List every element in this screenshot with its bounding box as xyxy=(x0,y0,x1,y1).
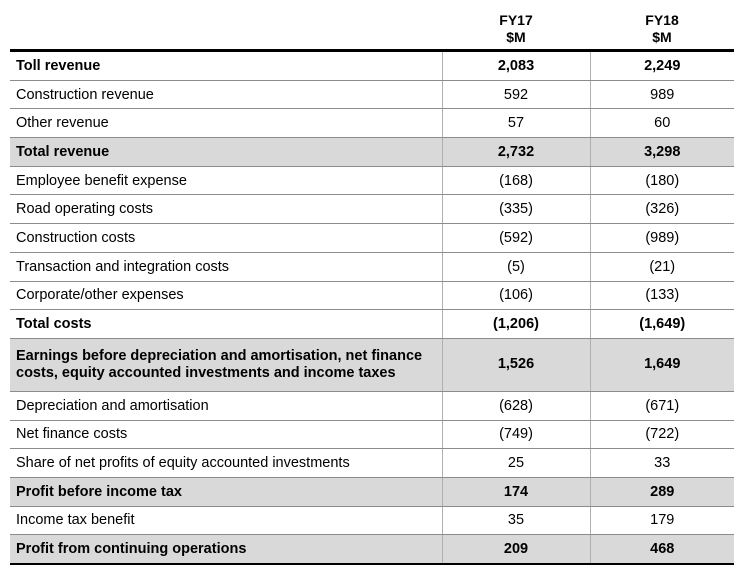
column-header-fy18: FY18 $M xyxy=(590,4,734,52)
header-row: FY17 $M FY18 $M xyxy=(10,4,734,52)
row-label: Depreciation and amortisation xyxy=(10,391,442,421)
row-value-fy18: (671) xyxy=(589,391,734,421)
table-row: Toll revenue 2,083 2,249 xyxy=(10,50,734,81)
table-row: Net finance costs (749) (722) xyxy=(10,420,734,450)
header-corner xyxy=(10,4,442,52)
row-label: Other revenue xyxy=(10,108,442,139)
table-row: Road operating costs (335) (326) xyxy=(10,194,734,225)
column-header-fy18-unit: $M xyxy=(652,29,672,45)
row-value-fy17: 25 xyxy=(441,448,590,478)
row-value-fy18: 989 xyxy=(589,80,734,110)
row-value-fy17: 2,732 xyxy=(441,137,590,167)
row-value-fy18: (133) xyxy=(589,281,734,311)
row-value-fy17: 174 xyxy=(441,477,590,507)
row-value-fy18: (989) xyxy=(589,223,734,253)
row-value-fy17: (168) xyxy=(441,166,590,196)
row-value-fy18: 60 xyxy=(589,108,734,139)
row-value-fy17: (749) xyxy=(441,420,590,450)
row-value-fy17: (592) xyxy=(441,223,590,253)
row-value-fy18: (180) xyxy=(589,166,734,196)
column-header-fy18-year: FY18 xyxy=(645,12,679,28)
row-value-fy17: 209 xyxy=(441,534,590,566)
row-label: Transaction and integration costs xyxy=(10,252,442,282)
table-row: Earnings before depreciation and amortis… xyxy=(10,338,734,392)
row-label: Construction costs xyxy=(10,223,442,253)
row-label: Profit before income tax xyxy=(10,477,442,507)
row-value-fy18: (21) xyxy=(589,252,734,282)
row-value-fy18: 2,249 xyxy=(589,50,734,81)
row-value-fy18: 468 xyxy=(589,534,734,566)
table-row: Total revenue 2,732 3,298 xyxy=(10,137,734,167)
row-value-fy17: (628) xyxy=(441,391,590,421)
row-value-fy17: (335) xyxy=(441,194,590,225)
income-statement-table: FY17 $M FY18 $M Toll revenue 2,083 2,249 Co… xyxy=(10,4,734,566)
table-row: Profit from continuing operations 209 468 xyxy=(10,534,734,566)
row-label: Earnings before depreciation and amortis… xyxy=(10,338,442,392)
table-row: Depreciation and amortisation (628) (671) xyxy=(10,391,734,421)
row-value-fy17: (1,206) xyxy=(441,309,590,339)
row-value-fy17: (106) xyxy=(441,281,590,311)
table-row: Profit before income tax 174 289 xyxy=(10,477,734,507)
table-row: Employee benefit expense (168) (180) xyxy=(10,166,734,196)
table-header: FY17 $M FY18 $M xyxy=(10,4,734,52)
row-value-fy18: (1,649) xyxy=(589,309,734,339)
row-value-fy17: 2,083 xyxy=(441,50,590,81)
row-label: Road operating costs xyxy=(10,194,442,225)
row-label: Income tax benefit xyxy=(10,506,442,536)
table-body: Toll revenue 2,083 2,249 Construction reven… xyxy=(10,50,734,566)
row-label: Total revenue xyxy=(10,137,442,167)
row-label: Profit from continuing operations xyxy=(10,534,442,566)
row-value-fy18: 3,298 xyxy=(589,137,734,167)
column-header-fy17-unit: $M xyxy=(506,29,526,45)
row-value-fy17: 57 xyxy=(441,108,590,139)
column-header-fy17: FY17 $M xyxy=(442,4,590,52)
row-value-fy17: 1,526 xyxy=(441,338,590,392)
row-value-fy18: 179 xyxy=(589,506,734,536)
row-label: Net finance costs xyxy=(10,420,442,450)
table-row: Share of net profits of equity accounted… xyxy=(10,448,734,478)
table-row: Construction revenue 592 989 xyxy=(10,80,734,110)
table-row: Income tax benefit 35 179 xyxy=(10,506,734,536)
row-label: Toll revenue xyxy=(10,50,442,81)
table-row: Construction costs (592) (989) xyxy=(10,223,734,253)
row-label: Total costs xyxy=(10,309,442,339)
row-value-fy17: (5) xyxy=(441,252,590,282)
column-header-fy17-year: FY17 xyxy=(499,12,533,28)
row-value-fy18: (326) xyxy=(589,194,734,225)
row-label: Construction revenue xyxy=(10,80,442,110)
row-value-fy17: 592 xyxy=(441,80,590,110)
row-value-fy18: (722) xyxy=(589,420,734,450)
table-row: Corporate/other expenses (106) (133) xyxy=(10,281,734,311)
row-value-fy17: 35 xyxy=(441,506,590,536)
row-label: Corporate/other expenses xyxy=(10,281,442,311)
row-label: Employee benefit expense xyxy=(10,166,442,196)
row-value-fy18: 289 xyxy=(589,477,734,507)
table-row: Total costs (1,206) (1,649) xyxy=(10,309,734,339)
row-label: Share of net profits of equity accounted… xyxy=(10,448,442,478)
row-value-fy18: 1,649 xyxy=(589,338,734,392)
row-value-fy18: 33 xyxy=(589,448,734,478)
table-row: Other revenue 57 60 xyxy=(10,108,734,139)
table-row: Transaction and integration costs (5) (21) xyxy=(10,252,734,282)
